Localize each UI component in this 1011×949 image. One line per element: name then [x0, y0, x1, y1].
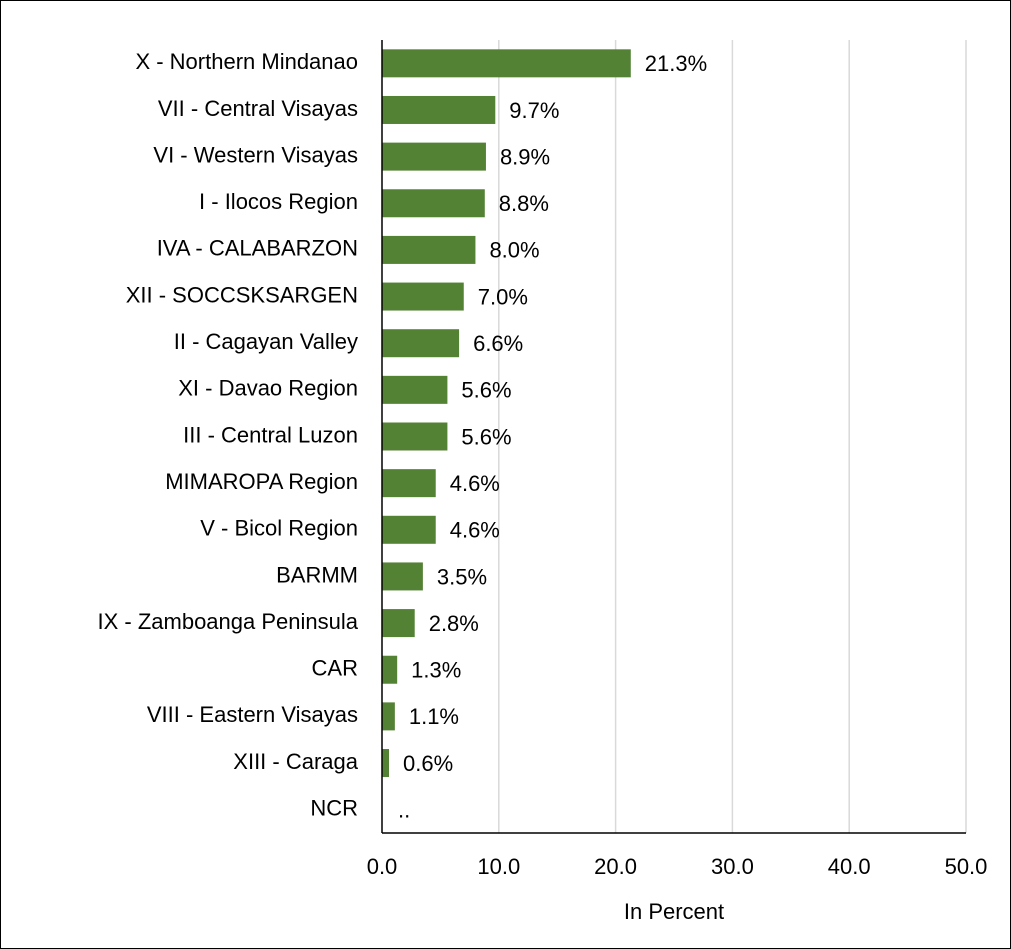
bar	[382, 469, 436, 498]
x-tick-label: 20.0	[594, 854, 637, 879]
bar	[382, 95, 496, 124]
y-tick-label: XII - SOCCSKSARGEN	[126, 282, 358, 307]
y-tick-label: VII - Central Visayas	[158, 96, 358, 121]
data-label: 5.6%	[461, 378, 511, 403]
y-tick-label: VIII - Eastern Visayas	[147, 702, 358, 727]
bar	[382, 189, 485, 218]
y-tick-label: XI - Davao Region	[178, 376, 358, 401]
data-label: 5.6%	[461, 424, 511, 449]
y-tick-label: X - Northern Mindanao	[135, 49, 358, 74]
data-label: 0.6%	[403, 751, 453, 776]
data-label: 3.5%	[437, 564, 487, 589]
y-tick-label: IX - Zamboanga Peninsula	[98, 609, 359, 634]
x-tick-label: 50.0	[945, 854, 988, 879]
y-tick-label: IVA - CALABARZON	[157, 236, 358, 261]
data-label: 7.0%	[478, 284, 528, 309]
data-label: ..	[398, 797, 410, 822]
bar	[382, 375, 448, 404]
y-tick-label: V - Bicol Region	[200, 516, 358, 541]
bar	[382, 329, 460, 358]
bar	[382, 422, 448, 451]
x-axis-title: In Percent	[624, 899, 724, 924]
data-label: 4.6%	[450, 518, 500, 543]
data-label: 8.0%	[489, 238, 539, 263]
data-label: 1.3%	[411, 658, 461, 683]
data-label: 6.6%	[473, 331, 523, 356]
y-tick-label: MIMAROPA Region	[165, 469, 358, 494]
data-label: 21.3%	[645, 51, 707, 76]
y-tick-label: I - Ilocos Region	[199, 189, 358, 214]
bar	[382, 609, 415, 638]
x-tick-label: 30.0	[711, 854, 754, 879]
data-label: 8.9%	[500, 144, 550, 169]
data-label: 8.8%	[499, 191, 549, 216]
x-tick-label: 0.0	[367, 854, 398, 879]
bar	[382, 655, 398, 684]
y-tick-label: CAR	[312, 656, 358, 681]
data-label: 4.6%	[450, 471, 500, 496]
bar	[382, 562, 423, 591]
bar	[382, 49, 631, 78]
x-tick-label: 10.0	[477, 854, 520, 879]
data-label: 2.8%	[429, 611, 479, 636]
y-tick-label: III - Central Luzon	[183, 422, 358, 447]
y-tick-label: XIII - Caraga	[233, 749, 358, 774]
bar	[382, 515, 436, 544]
data-label: 1.1%	[409, 704, 459, 729]
x-tick-label: 40.0	[828, 854, 871, 879]
bar	[382, 702, 395, 731]
y-tick-label: VI - Western Visayas	[153, 142, 358, 167]
y-tick-label: BARMM	[276, 562, 358, 587]
bar	[382, 749, 390, 778]
bar	[382, 282, 464, 311]
bar	[382, 142, 486, 171]
data-label: 9.7%	[509, 98, 559, 123]
y-tick-label: II - Cagayan Valley	[174, 329, 358, 354]
bar	[382, 235, 476, 264]
y-tick-label: NCR	[310, 795, 358, 820]
